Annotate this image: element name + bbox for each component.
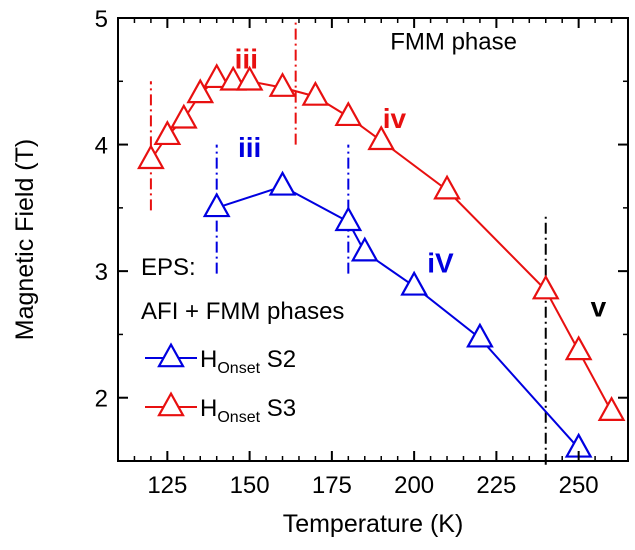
series-2: [137, 63, 626, 421]
data-point-triangle: [466, 322, 494, 348]
data-point-triangle: [400, 270, 428, 296]
data-point-triangle: [367, 125, 396, 151]
chart-annotation: AFI + FMM phases: [141, 298, 344, 325]
legend-label: HOnset S3: [200, 395, 296, 426]
data-point-triangle: [137, 144, 165, 170]
x-tick-label: 150: [230, 472, 270, 499]
data-point-triangle: [334, 101, 363, 127]
data-point-triangle: [169, 103, 198, 129]
y-tick-label: 2: [95, 386, 108, 413]
data-point-triangle: [564, 335, 593, 361]
chart-annotation: iv: [383, 103, 407, 134]
legend-label-subscript: Onset: [217, 360, 260, 377]
x-tick-label: 225: [476, 472, 516, 499]
annotations: FMM phase EPS: AFI + FMM phases iii iv iii iV v: [141, 29, 607, 326]
chart-annotation: iii: [238, 132, 261, 163]
data-point-triangle: [350, 236, 379, 262]
legend-label-main: H: [200, 346, 217, 373]
data-point-triangle: [301, 80, 330, 106]
chart-annotation: EPS:: [141, 254, 196, 281]
series-1: [202, 170, 593, 458]
data-point-triangle: [202, 63, 231, 89]
y-tick-label: 4: [95, 133, 108, 160]
chart-annotation: iV: [427, 247, 454, 278]
data-point-triangle: [268, 71, 297, 97]
x-tick-label: 125: [147, 472, 187, 499]
chart-annotation: FMM phase: [390, 29, 517, 56]
y-tick-label: 5: [95, 6, 108, 33]
chart-annotation: v: [591, 292, 607, 323]
data-point-triangle: [153, 120, 182, 146]
data-point-triangle: [334, 206, 363, 232]
data-point-triangle: [186, 78, 215, 104]
plot-frame: [117, 17, 629, 462]
x-tick-label: 200: [394, 472, 434, 499]
legend-label-suffix: S3: [260, 395, 296, 422]
data-point-triangle: [531, 274, 560, 300]
chart-annotation: iii: [235, 44, 258, 75]
data-point-triangle: [235, 65, 264, 91]
y-axis-title: Magnetic Field (T): [11, 139, 39, 340]
x-tick-label: 250: [559, 472, 599, 499]
data-point-triangle: [219, 65, 248, 91]
data-point-triangle: [268, 170, 297, 196]
legend-marker: [157, 391, 185, 417]
legend-entry-2: HOnset S3: [145, 391, 296, 426]
data-point-triangle: [202, 192, 231, 218]
data-point-triangle: [597, 395, 626, 421]
x-tick-label: 175: [312, 472, 352, 499]
x-axis-title: Temperature (K): [283, 510, 464, 538]
y-tick-label: 3: [95, 259, 108, 286]
legend-label-subscript: Onset: [217, 409, 260, 426]
legend-label-suffix: S2: [260, 346, 296, 373]
legend-label: HOnset S2: [200, 346, 296, 377]
axis-ticks: 125 150 175 200 225 250 2 3 4 5: [95, 6, 629, 499]
legend-marker: [157, 342, 185, 368]
legend-entry-1: HOnset S2: [145, 342, 296, 377]
data-series: [137, 63, 626, 458]
legend-label-main: H: [200, 395, 217, 422]
data-point-triangle: [433, 174, 461, 200]
